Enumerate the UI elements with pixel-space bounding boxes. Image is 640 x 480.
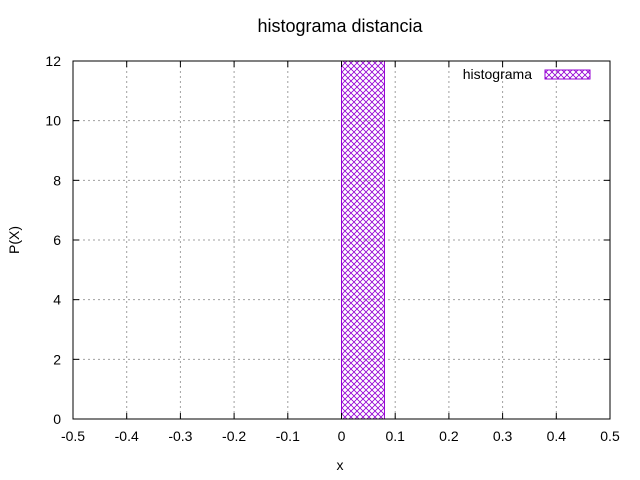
- x-tick-label: -0.4: [115, 428, 139, 444]
- x-tick-label: -0.1: [276, 428, 300, 444]
- y-axis-label: P(X): [6, 226, 22, 254]
- x-tick-label: 0.3: [493, 428, 513, 444]
- y-tick-label: 6: [53, 232, 61, 248]
- x-tick-label: -0.2: [222, 428, 246, 444]
- histogram-bar: [341, 60, 385, 420]
- y-tick-label: 4: [53, 292, 61, 308]
- legend-swatch: [544, 69, 591, 80]
- x-tick-label: 0.1: [385, 428, 405, 444]
- chart-title: histograma distancia: [257, 16, 423, 36]
- y-tick-label: 12: [45, 53, 61, 69]
- x-tick-labels: -0.5 -0.4 -0.3 -0.2 -0.1 0 0.1 0.2 0.3 0.4 0.5: [61, 428, 620, 444]
- tick-marks: [72, 60, 611, 420]
- y-tick-label: 10: [45, 113, 61, 129]
- legend-label: histograma: [463, 66, 532, 82]
- x-tick-label: 0.5: [600, 428, 620, 444]
- histogram-bars: [341, 60, 385, 420]
- x-tick-label: -0.5: [61, 428, 85, 444]
- x-tick-label: 0: [338, 428, 346, 444]
- legend: histograma: [463, 66, 591, 82]
- x-tick-label: 0.2: [439, 428, 459, 444]
- y-tick-label: 8: [53, 172, 61, 188]
- x-tick-label: 0.4: [547, 428, 567, 444]
- y-tick-labels: 0 2 4 6 8 10 12: [45, 53, 61, 427]
- x-tick-label: -0.3: [168, 428, 192, 444]
- y-tick-label: 0: [53, 411, 61, 427]
- x-axis-label: x: [337, 457, 344, 473]
- y-tick-label: 2: [53, 351, 61, 367]
